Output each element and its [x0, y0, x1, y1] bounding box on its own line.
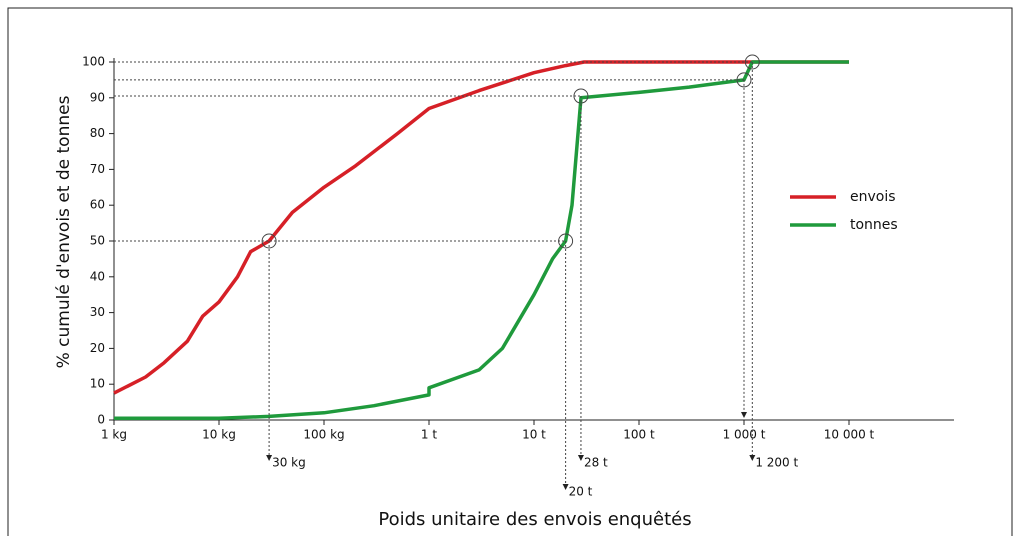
y-tick-label: 90 [90, 90, 105, 104]
x-tick-label: 100 t [623, 428, 655, 442]
annotation-point [558, 233, 574, 249]
arrow-head [562, 484, 569, 490]
y-tick-label: 40 [90, 269, 105, 283]
arrow-head [577, 455, 584, 461]
legend-label: tonnes [850, 217, 898, 233]
arrow-head [749, 455, 756, 461]
x-tick-label: 1 t [421, 428, 437, 442]
y-tick-label: 60 [90, 198, 105, 212]
x-tick-label: 1 000 t [723, 428, 766, 442]
annotation-point [744, 54, 760, 70]
annotation-label: 30 kg [272, 456, 306, 470]
y-tick-label: 70 [90, 162, 105, 176]
annotation-point [573, 88, 589, 104]
annotation-label: 28 t [584, 456, 608, 470]
frame [7, 7, 1013, 536]
y-axis-label: % cumulé d'envois et de tonnes [54, 95, 74, 368]
annotation-point [736, 72, 752, 88]
y-tick-label: 30 [90, 305, 105, 319]
x-tick-label: 10 kg [202, 428, 236, 442]
annotation-label: 1 200 t [755, 456, 798, 470]
y-tick-label: 20 [90, 341, 105, 355]
x-axis-label: Poids unitaire des envois enquêtés [378, 509, 691, 530]
y-tick-label: 0 [97, 413, 105, 427]
series-line [114, 60, 849, 420]
x-tick-label: 1 kg [101, 428, 127, 442]
arrow-head [266, 455, 273, 461]
y-tick-label: 80 [90, 126, 105, 140]
arrow-head [741, 412, 747, 418]
annotation-label: 20 t [569, 485, 593, 499]
y-tick-label: 100 [82, 55, 105, 69]
y-tick-label: 10 [90, 377, 105, 391]
x-tick-label: 100 kg [303, 428, 344, 442]
x-tick-label: 10 t [522, 428, 546, 442]
series-line [113, 60, 849, 395]
legend-label: envois [850, 189, 896, 205]
x-tick-label: 10 000 t [824, 428, 875, 442]
y-tick-label: 50 [90, 234, 105, 248]
